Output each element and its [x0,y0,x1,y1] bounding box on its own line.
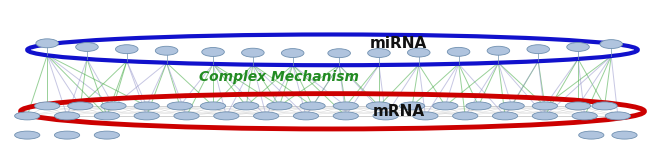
Ellipse shape [267,102,292,110]
Ellipse shape [68,102,93,110]
Ellipse shape [174,112,199,120]
Ellipse shape [55,112,80,120]
Ellipse shape [300,102,325,110]
Ellipse shape [492,112,517,120]
Ellipse shape [433,102,458,110]
Ellipse shape [94,112,120,120]
Ellipse shape [368,49,390,58]
Ellipse shape [499,102,524,110]
Ellipse shape [156,46,178,55]
Ellipse shape [565,102,591,110]
Ellipse shape [487,46,509,55]
Ellipse shape [413,112,438,120]
Ellipse shape [281,49,304,58]
Ellipse shape [233,102,259,110]
Ellipse shape [612,131,637,139]
Ellipse shape [532,112,557,120]
Ellipse shape [116,45,138,54]
Ellipse shape [293,112,319,120]
Ellipse shape [168,102,192,110]
Ellipse shape [366,102,392,110]
Ellipse shape [408,48,430,57]
Ellipse shape [55,131,80,139]
Ellipse shape [101,102,126,110]
Ellipse shape [134,102,160,110]
Ellipse shape [333,102,358,110]
Ellipse shape [35,102,60,110]
Ellipse shape [134,112,160,120]
Ellipse shape [36,39,59,48]
Ellipse shape [605,112,630,120]
Ellipse shape [579,131,604,139]
Text: mRNA: mRNA [373,104,425,119]
Ellipse shape [373,112,398,120]
Ellipse shape [567,42,589,51]
Ellipse shape [241,48,264,57]
Ellipse shape [253,112,279,120]
Text: miRNA: miRNA [370,36,428,51]
Ellipse shape [466,102,491,110]
Ellipse shape [453,112,478,120]
Ellipse shape [15,131,40,139]
Ellipse shape [15,112,40,120]
Ellipse shape [592,102,617,110]
Ellipse shape [94,131,120,139]
Ellipse shape [527,45,549,54]
Ellipse shape [201,48,224,56]
Ellipse shape [600,40,622,49]
Ellipse shape [76,42,98,51]
Ellipse shape [328,49,350,58]
Ellipse shape [532,102,557,110]
Ellipse shape [200,102,225,110]
Ellipse shape [400,102,425,110]
Ellipse shape [448,47,470,56]
Ellipse shape [572,112,597,120]
Text: Complex Mechanism: Complex Mechanism [200,71,359,84]
Ellipse shape [333,112,358,120]
Ellipse shape [213,112,239,120]
